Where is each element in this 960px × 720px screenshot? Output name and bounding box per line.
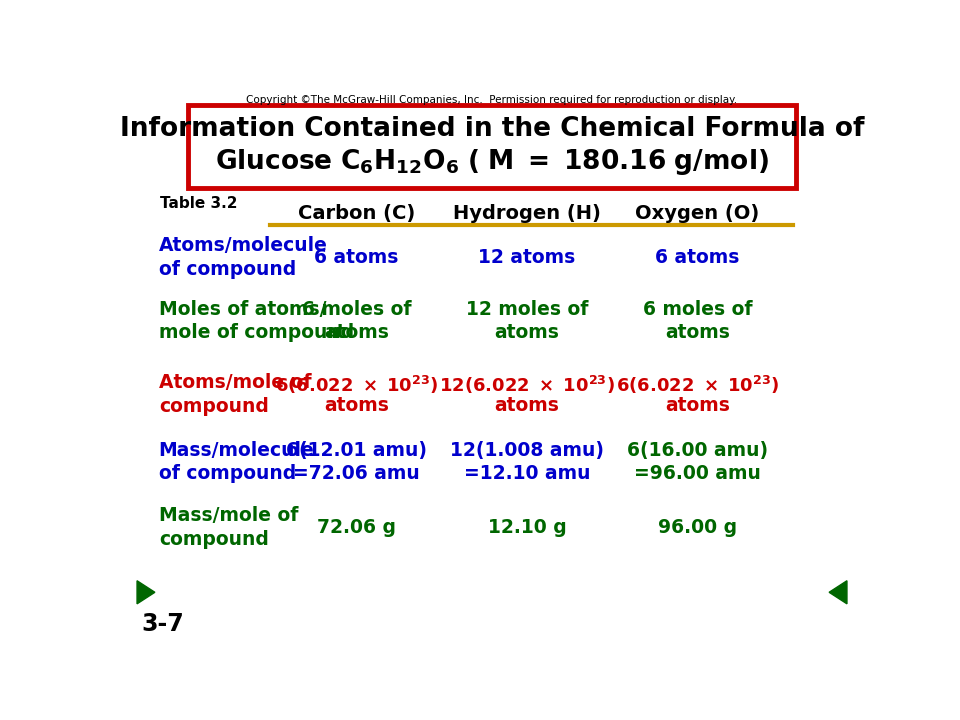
Text: 6(12.01 amu)
=72.06 amu: 6(12.01 amu) =72.06 amu — [286, 441, 427, 483]
Text: atoms: atoms — [494, 397, 560, 415]
Text: Hydrogen (H): Hydrogen (H) — [453, 204, 601, 223]
Text: 12 moles of
atoms: 12 moles of atoms — [466, 300, 588, 343]
Text: Atoms/mole of
compound: Atoms/mole of compound — [158, 373, 311, 415]
Text: 72.06 g: 72.06 g — [317, 518, 396, 537]
Text: Carbon (C): Carbon (C) — [298, 204, 415, 223]
Text: $\mathbf{Glucose\ C_6H_{12}O_6\ (\ M\ =\ 180.16\ g/mol)}$: $\mathbf{Glucose\ C_6H_{12}O_6\ (\ M\ =\… — [215, 147, 769, 177]
Text: 6 atoms: 6 atoms — [655, 248, 739, 267]
Text: Information Contained in the Chemical Formula of: Information Contained in the Chemical Fo… — [120, 116, 864, 142]
Text: Oxygen (O): Oxygen (O) — [636, 204, 759, 223]
Text: $\mathbf{6(6.022\ \times\ 10^{23})}$: $\mathbf{6(6.022\ \times\ 10^{23})}$ — [275, 374, 438, 396]
Polygon shape — [829, 581, 847, 604]
Polygon shape — [137, 581, 155, 604]
Text: 96.00 g: 96.00 g — [658, 518, 737, 537]
Text: 6 moles of
atoms: 6 moles of atoms — [642, 300, 752, 343]
Text: Mass/molecule
of compound: Mass/molecule of compound — [158, 441, 315, 483]
Text: 3-7: 3-7 — [142, 612, 184, 636]
Text: 6 moles of
atoms: 6 moles of atoms — [301, 300, 411, 343]
Text: Mass/mole of
compound: Mass/mole of compound — [158, 506, 299, 549]
Text: Table 3.2: Table 3.2 — [160, 196, 238, 211]
Text: Copyright ©The McGraw-Hill Companies, Inc.  Permission required for reproduction: Copyright ©The McGraw-Hill Companies, In… — [247, 95, 737, 105]
Text: $\mathbf{12(6.022\ \times\ 10^{23})}$: $\mathbf{12(6.022\ \times\ 10^{23})}$ — [439, 374, 614, 396]
Text: Atoms/molecule
of compound: Atoms/molecule of compound — [158, 236, 327, 279]
Text: 12 atoms: 12 atoms — [478, 248, 575, 267]
Text: 12(1.008 amu)
=12.10 amu: 12(1.008 amu) =12.10 amu — [450, 441, 604, 483]
Text: 6(16.00 amu)
=96.00 amu: 6(16.00 amu) =96.00 amu — [627, 441, 768, 483]
Text: 12.10 g: 12.10 g — [488, 518, 566, 537]
FancyBboxPatch shape — [188, 105, 796, 188]
Text: 6 atoms: 6 atoms — [314, 248, 398, 267]
Text: Moles of atoms/
mole of compound: Moles of atoms/ mole of compound — [158, 300, 354, 343]
Text: $\mathbf{6(6.022\ \times\ 10^{23})}$: $\mathbf{6(6.022\ \times\ 10^{23})}$ — [615, 374, 780, 396]
Text: atoms: atoms — [324, 397, 389, 415]
Text: atoms: atoms — [665, 397, 730, 415]
